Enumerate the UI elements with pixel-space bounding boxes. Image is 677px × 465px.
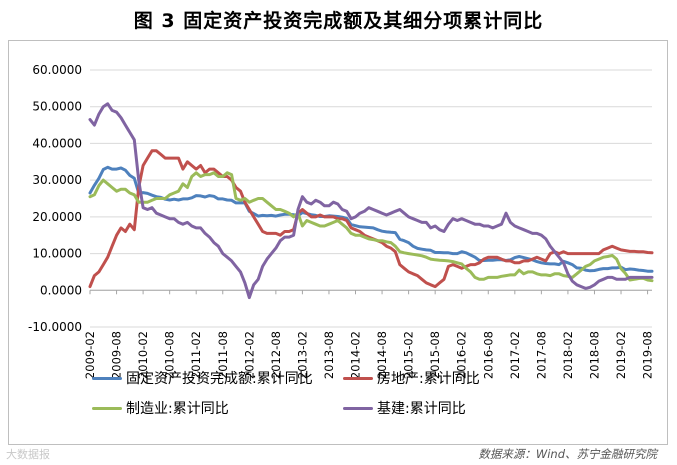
x-tick-label: 2014-02 [349, 331, 363, 379]
x-tick-label: 2019-08 [641, 331, 655, 379]
x-tick-label: 2014-08 [375, 331, 389, 379]
x-tick-label: 2015-02 [402, 331, 416, 379]
x-tick-label: 2010-08 [163, 331, 177, 379]
legend-item-manufacturing: 制造业:累计同比 [92, 398, 229, 418]
legend-label-infrastructure: 基建:累计同比 [377, 401, 466, 417]
x-tick-label: 2011-08 [216, 331, 230, 379]
legend-label-manufacturing: 制造业:累计同比 [126, 401, 229, 417]
y-tick-label: 30.0000 [32, 173, 82, 187]
chart-frame [8, 40, 668, 445]
series-line-infrastructure [88, 102, 654, 300]
x-tick-label: 2018-02 [561, 331, 575, 379]
watermark: 大数据报 [6, 448, 50, 461]
y-tick-label: 0.0000 [40, 283, 82, 297]
page-title: 图 3 固定资产投资完成额及其细分项累计同比 [133, 10, 544, 32]
y-tick-label: 50.0000 [32, 100, 82, 114]
series-line-manufacturing [88, 171, 654, 283]
y-tick-label: 40.0000 [32, 136, 82, 150]
legend-item-fixed-asset: 固定资产投资完成额:累计同比 [92, 368, 313, 388]
x-tick-label: 2016-08 [481, 331, 495, 379]
x-tick-label: 2011-02 [189, 331, 203, 379]
series-line-fixed-asset [88, 165, 654, 273]
y-tick-label: -10.0000 [28, 320, 82, 334]
x-tick-label: 2018-08 [587, 331, 601, 379]
legend-item-infrastructure: 基建:累计同比 [343, 398, 466, 418]
x-tick-label: 2012-08 [269, 331, 283, 379]
x-tick-label: 2017-02 [508, 331, 522, 379]
y-tick-label: 10.0000 [32, 247, 82, 261]
x-tick-label: 2010-02 [136, 331, 150, 379]
x-tick-label: 2015-08 [428, 331, 442, 379]
legend-label-real-estate: 房地产:累计同比 [377, 371, 480, 387]
legend-item-real-estate: 房地产:累计同比 [343, 368, 480, 388]
x-tick-label: 2012-02 [242, 331, 256, 379]
y-tick-label: 20.0000 [32, 210, 82, 224]
x-tick-label: 2009-08 [110, 331, 124, 379]
x-tick-label: 2016-02 [455, 331, 469, 379]
legend-swatch-real-estate [343, 376, 373, 380]
x-tick-label: 2013-02 [295, 331, 309, 379]
legend-swatch-manufacturing [92, 406, 122, 410]
x-tick-label: 2013-08 [322, 331, 336, 379]
x-tick-label: 2017-08 [534, 331, 548, 379]
source-note: 数据来源：Wind、苏宁金融研究院 [478, 447, 657, 461]
y-tick-label: 60.0000 [32, 63, 82, 77]
legend-swatch-infrastructure [343, 406, 373, 410]
legend-swatch-fixed-asset [92, 376, 122, 380]
x-tick-label: 2019-02 [614, 331, 628, 379]
x-tick-label: 2009-02 [83, 331, 97, 379]
legend-label-fixed-asset: 固定资产投资完成额:累计同比 [126, 371, 313, 387]
